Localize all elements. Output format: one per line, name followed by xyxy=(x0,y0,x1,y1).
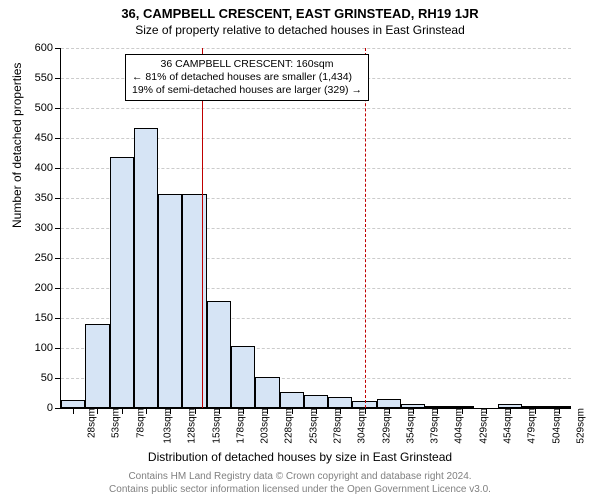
histogram-bar xyxy=(134,128,158,408)
x-tick xyxy=(122,408,123,414)
histogram-bar xyxy=(61,400,85,408)
x-tick xyxy=(97,408,98,414)
x-tick xyxy=(73,408,74,414)
chart-footer: Contains HM Land Registry data © Crown c… xyxy=(0,471,600,496)
annotation-box: 36 CAMPBELL CRESCENT: 160sqm← 81% of det… xyxy=(125,54,369,101)
x-tick xyxy=(219,408,220,414)
histogram-bar xyxy=(255,377,279,408)
x-tick xyxy=(195,408,196,414)
x-tick xyxy=(267,408,268,414)
x-tick xyxy=(292,408,293,414)
x-tick xyxy=(365,408,366,414)
x-tick xyxy=(413,408,414,414)
y-tick-label: 600 xyxy=(35,42,61,54)
footer-line-2: Contains public sector information licen… xyxy=(0,484,600,497)
histogram-bar xyxy=(377,399,401,408)
histogram-bar xyxy=(304,395,328,408)
x-tick xyxy=(559,408,560,414)
histogram-bar xyxy=(328,397,352,408)
x-tick xyxy=(340,408,341,414)
y-tick-label: 200 xyxy=(35,282,61,294)
x-tick xyxy=(146,408,147,414)
x-tick xyxy=(243,408,244,414)
x-tick xyxy=(316,408,317,414)
reference-line xyxy=(202,48,203,408)
x-tick-label: 529sqm xyxy=(567,408,586,444)
y-tick-label: 400 xyxy=(35,162,61,174)
y-tick-label: 300 xyxy=(35,222,61,234)
y-tick-label: 350 xyxy=(35,192,61,204)
annotation-line: 36 CAMPBELL CRESCENT: 160sqm xyxy=(132,58,362,71)
x-tick-label: 53sqm xyxy=(103,408,122,438)
histogram-bar xyxy=(231,346,255,408)
histogram-bar xyxy=(182,194,206,408)
x-tick xyxy=(510,408,511,414)
x-tick xyxy=(486,408,487,414)
x-tick-label: 28sqm xyxy=(79,408,98,438)
y-tick-label: 450 xyxy=(35,132,61,144)
x-tick-label: 78sqm xyxy=(127,408,146,438)
x-axis-title: Distribution of detached houses by size … xyxy=(0,450,600,464)
y-tick-label: 150 xyxy=(35,312,61,324)
x-tick xyxy=(535,408,536,414)
footer-line-1: Contains HM Land Registry data © Crown c… xyxy=(0,471,600,484)
annotation-line: ← 81% of detached houses are smaller (1,… xyxy=(132,71,362,84)
y-tick-label: 500 xyxy=(35,102,61,114)
histogram-bar xyxy=(85,324,109,408)
y-tick-label: 50 xyxy=(41,372,61,384)
annotation-line: 19% of semi-detached houses are larger (… xyxy=(132,84,362,97)
plot-area: 05010015020025030035040045050055060028sq… xyxy=(60,48,571,409)
histogram-bar xyxy=(280,392,304,408)
y-axis-title: Number of detached properties xyxy=(10,63,24,228)
x-tick xyxy=(462,408,463,414)
x-tick xyxy=(170,408,171,414)
chart-subtitle: Size of property relative to detached ho… xyxy=(0,21,600,37)
y-tick-label: 100 xyxy=(35,342,61,354)
histogram-bar xyxy=(207,301,231,408)
gridline xyxy=(61,48,571,49)
chart-title: 36, CAMPBELL CRESCENT, EAST GRINSTEAD, R… xyxy=(0,0,600,21)
x-tick xyxy=(437,408,438,414)
histogram-bar xyxy=(110,157,134,408)
y-tick-label: 0 xyxy=(47,402,61,414)
gridline xyxy=(61,108,571,109)
y-tick-label: 550 xyxy=(35,72,61,84)
reference-line xyxy=(365,48,366,408)
histogram-bar xyxy=(158,194,182,408)
x-tick xyxy=(389,408,390,414)
y-tick-label: 250 xyxy=(35,252,61,264)
